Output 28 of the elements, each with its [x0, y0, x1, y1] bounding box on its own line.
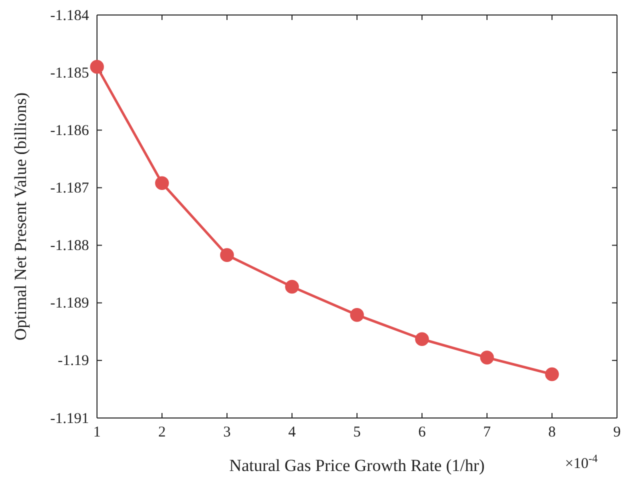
y-tick-label: -1.186: [50, 122, 90, 139]
y-tick-label: -1.189: [50, 296, 89, 312]
x-tick-label: 2: [158, 424, 166, 441]
y-axis-title: Optimal Net Present Value (billions): [11, 92, 30, 341]
y-tick-label: -1.19: [58, 353, 89, 370]
y-tick-label: -1.188: [50, 238, 89, 254]
y-tick-label: -1.184: [50, 8, 90, 24]
x-tick-label: 1: [93, 424, 101, 441]
point: [90, 60, 104, 74]
point: [480, 350, 494, 364]
y-tick-label: -1.187: [50, 180, 90, 197]
point: [155, 176, 169, 190]
point: [285, 280, 299, 294]
x-tick-label: 9: [613, 424, 621, 441]
text: ×10$^{-4}$: [565, 453, 598, 472]
y-tick-label: -1.185: [50, 65, 89, 82]
x-tick-label: 5: [353, 424, 361, 441]
y-tick-label: -1.191: [50, 410, 89, 427]
point: [350, 308, 364, 322]
x-tick-label: 6: [418, 424, 426, 441]
x-tick-label: 8: [548, 424, 556, 441]
point: [545, 367, 559, 382]
x-tick-label: 3: [223, 424, 231, 441]
x-tick-label: 7: [483, 424, 492, 441]
x-tick-label: 4: [288, 424, 296, 441]
x-axis-title: Natural Gas Price Growth Rate (1/hr): [229, 456, 485, 475]
point: [415, 332, 429, 346]
point: [220, 248, 234, 262]
